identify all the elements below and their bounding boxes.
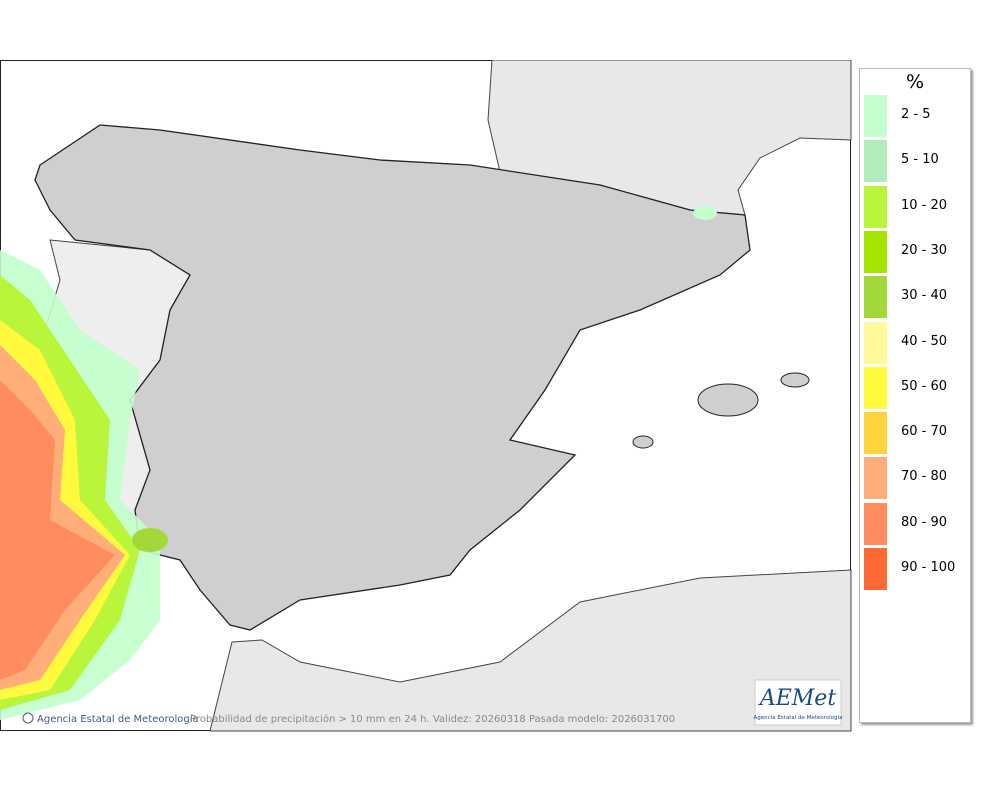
logo-box <box>754 679 842 726</box>
legend-label: 40 - 50 <box>901 333 948 349</box>
legend: % 2 - 5 5 - 10 10 - 20 20 - 30 30 - 40 40 - 5… <box>859 68 971 723</box>
legend-swatch <box>864 185 887 228</box>
legend-item: 90 - 100 <box>864 548 964 590</box>
legend-swatch <box>864 457 887 500</box>
legend-swatch <box>864 502 887 545</box>
caption: Probabilidad de precipitación > 10 mm en… <box>190 713 675 725</box>
legend-label: 60 - 70 <box>901 424 948 440</box>
legend-label: 70 - 80 <box>901 469 948 485</box>
legend-label: 80 - 90 <box>901 514 948 530</box>
precip-area <box>0 380 115 680</box>
legend-label: 90 - 100 <box>901 560 956 575</box>
legend-item: 5 - 10 <box>864 140 964 183</box>
legend-swatch <box>864 412 887 455</box>
copyright-icon <box>22 712 34 724</box>
legend-swatch <box>864 548 887 590</box>
credit: Agencia Estatal de Meteorología <box>37 713 199 725</box>
spain <box>34 124 751 631</box>
legend-label: 5 - 10 <box>901 152 939 168</box>
legend-item: 40 - 50 <box>864 321 964 364</box>
legend-item: 70 - 80 <box>864 457 964 500</box>
legend-swatch <box>864 366 887 409</box>
ibiza <box>632 435 654 449</box>
legend-label: 10 - 20 <box>901 197 948 213</box>
africa <box>209 569 852 732</box>
legend-item: 10 - 20 <box>864 185 964 228</box>
legend-item: 60 - 70 <box>864 412 964 455</box>
legend-swatch <box>864 321 887 364</box>
precip-area <box>132 528 168 552</box>
legend-item: 80 - 90 <box>864 502 964 545</box>
legend-label: 2 - 5 <box>901 107 931 122</box>
legend-title: % <box>905 71 925 93</box>
legend-item: 2 - 5 <box>864 95 964 137</box>
logo-subtitle: Agencia Estatal de Meteorología <box>754 714 843 721</box>
legend-label: 30 - 40 <box>901 288 948 304</box>
menorca <box>780 372 810 388</box>
legend-swatch <box>864 276 887 319</box>
legend-swatch <box>864 230 887 273</box>
legend-swatch <box>864 140 887 183</box>
legend-item: 20 - 30 <box>864 230 964 273</box>
map-shapes <box>0 60 852 732</box>
legend-label: 50 - 60 <box>901 378 948 394</box>
precip-area <box>693 206 717 220</box>
logo-name: AEMet <box>758 686 836 711</box>
mallorca <box>697 383 759 417</box>
legend-item: 50 - 60 <box>864 366 964 409</box>
legend-label: 20 - 30 <box>901 242 948 258</box>
france <box>487 60 852 216</box>
map: Agencia Estatal de Meteorología Probabil… <box>0 60 852 732</box>
legend-swatch <box>864 95 887 137</box>
legend-item: 30 - 40 <box>864 276 964 319</box>
